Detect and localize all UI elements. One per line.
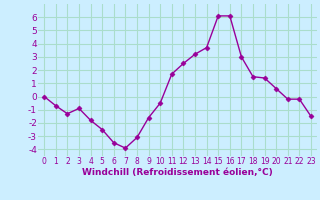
X-axis label: Windchill (Refroidissement éolien,°C): Windchill (Refroidissement éolien,°C) <box>82 168 273 177</box>
